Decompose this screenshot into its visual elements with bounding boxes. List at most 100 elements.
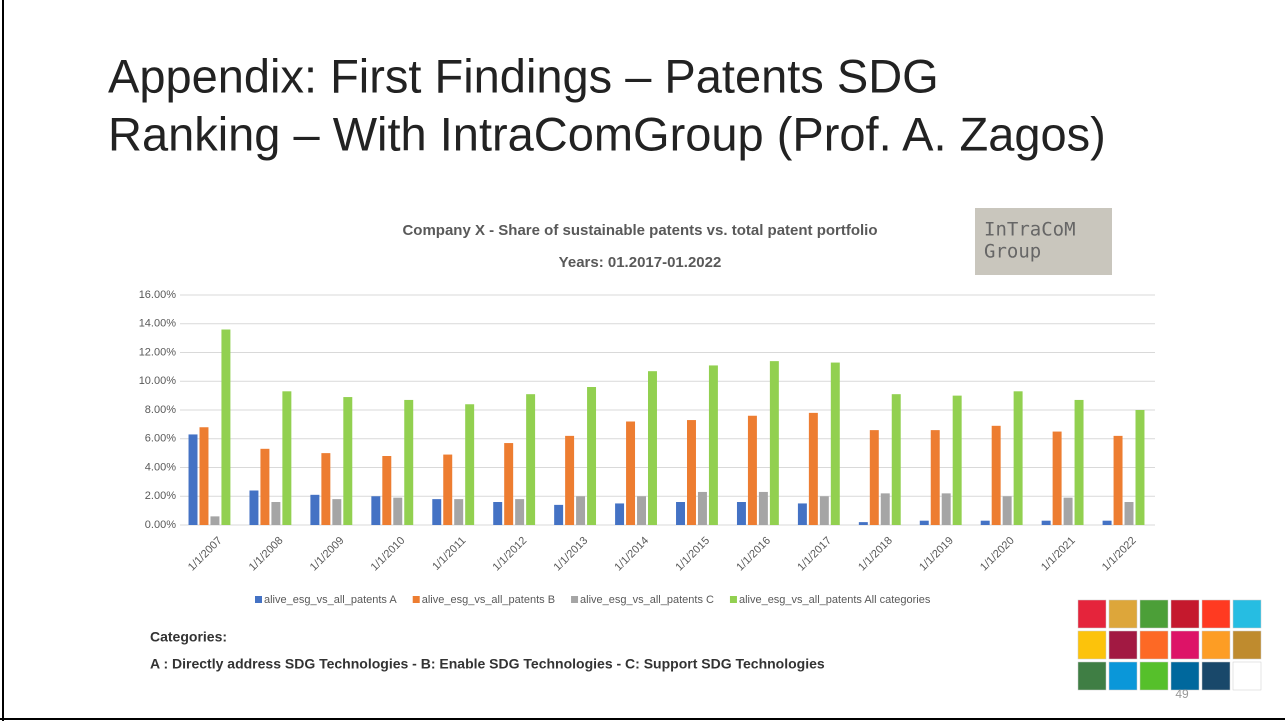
bar	[941, 493, 951, 525]
y-tick-label: 6.00%	[145, 433, 176, 445]
bar	[1135, 410, 1145, 525]
sdg-icon	[1232, 661, 1262, 691]
bar	[736, 502, 746, 525]
y-tick-label: 2.00%	[145, 490, 176, 502]
sdg-icon	[1108, 630, 1138, 660]
bar	[1041, 520, 1051, 525]
bar	[797, 503, 807, 525]
bar	[869, 430, 879, 525]
bar	[891, 394, 901, 525]
bar	[1113, 435, 1123, 525]
sdg-icon	[1170, 661, 1200, 691]
bar	[697, 491, 707, 525]
logo-text: InTraCoM	[984, 219, 1076, 241]
legend-label: alive_esg_vs_all_patents All categories	[739, 594, 931, 606]
bar	[576, 496, 586, 525]
bar	[432, 499, 442, 525]
bar	[343, 397, 353, 525]
bar	[565, 435, 575, 525]
sdg-icon	[1139, 661, 1169, 691]
bar	[282, 391, 292, 525]
legend-swatch	[255, 596, 262, 603]
bar	[260, 448, 270, 525]
page-number: 49	[1175, 687, 1189, 701]
bar	[393, 497, 403, 525]
bar	[188, 434, 198, 525]
logo-background	[975, 208, 1112, 275]
bar	[676, 502, 685, 525]
bar	[526, 394, 536, 525]
bar	[371, 496, 381, 525]
bar	[1013, 391, 1023, 525]
bar	[210, 516, 220, 525]
sdg-icon	[1232, 599, 1262, 629]
bar	[321, 453, 331, 525]
bar	[808, 412, 818, 525]
bar	[493, 502, 503, 525]
categories-heading: Categories:	[150, 629, 227, 645]
y-tick-label: 14.00%	[139, 318, 177, 330]
y-tick-label: 8.00%	[145, 404, 176, 416]
sdg-icon	[1077, 599, 1107, 629]
legend-label: alive_esg_vs_all_patents B	[422, 594, 555, 606]
bar	[1102, 520, 1112, 525]
bar	[980, 520, 990, 525]
sdg-icon	[1108, 599, 1138, 629]
bar	[615, 503, 625, 525]
y-tick-label: 4.00%	[145, 461, 176, 473]
y-tick-label: 12.00%	[139, 346, 177, 358]
bar	[648, 371, 657, 525]
bar	[465, 404, 475, 525]
bar	[830, 362, 840, 525]
bar	[991, 425, 1001, 525]
chart-subtitle: Years: 01.2017-01.2022	[559, 254, 722, 271]
sdg-icon	[1108, 661, 1138, 691]
bar	[626, 421, 636, 525]
bar	[271, 502, 281, 525]
legend-swatch	[571, 596, 579, 603]
sdg-icon	[1201, 599, 1231, 629]
sdg-icon	[1232, 630, 1262, 660]
bar	[708, 365, 718, 525]
categories-text: A : Directly address SDG Technologies - …	[150, 656, 825, 672]
bar	[930, 430, 940, 525]
logo: InTraCoM Group	[975, 208, 1112, 275]
bar	[310, 494, 320, 525]
bar	[587, 387, 597, 525]
logo-text: Group	[984, 241, 1041, 263]
sdg-icons	[1077, 599, 1262, 691]
sdg-icon	[1170, 630, 1200, 660]
bar	[443, 454, 453, 525]
bar	[454, 499, 464, 525]
legend-label: alive_esg_vs_all_patents C	[580, 594, 714, 606]
bar	[880, 493, 890, 525]
bar	[919, 520, 929, 525]
sdg-icon	[1201, 661, 1231, 691]
sdg-icon	[1201, 630, 1231, 660]
sdg-icon	[1139, 630, 1169, 660]
bar	[1124, 502, 1134, 525]
bar	[249, 490, 259, 525]
bar	[515, 499, 525, 525]
bar	[1074, 399, 1084, 525]
bar	[952, 395, 962, 525]
bar	[504, 443, 514, 525]
sdg-icon	[1170, 599, 1200, 629]
bar	[747, 415, 757, 525]
bar	[404, 399, 414, 525]
bar	[769, 361, 779, 525]
sdg-icon	[1077, 661, 1107, 691]
legend-swatch	[412, 596, 420, 603]
y-tick-label: 16.00%	[139, 289, 177, 301]
bar	[758, 491, 768, 525]
chart-title: Company X - Share of sustainable patents…	[402, 222, 877, 239]
bar	[382, 456, 392, 525]
legend-swatch	[729, 596, 737, 603]
legend-label: alive_esg_vs_all_patents A	[264, 594, 397, 606]
bar	[1063, 497, 1073, 525]
sdg-icon	[1077, 630, 1107, 660]
bar	[687, 420, 696, 525]
bar	[819, 496, 829, 525]
